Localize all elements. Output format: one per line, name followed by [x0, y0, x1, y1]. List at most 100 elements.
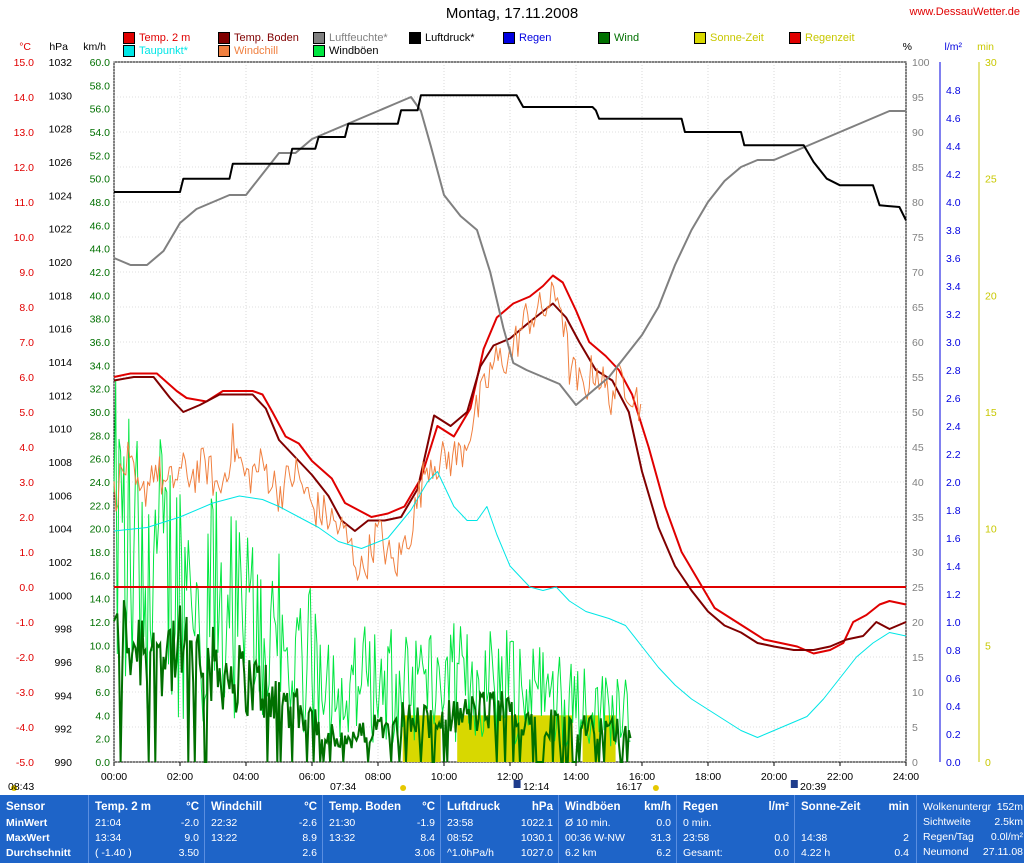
stats-tboden-max-time: 13:32 — [329, 832, 356, 844]
y-tick-hpa: 1022 — [49, 224, 73, 236]
axis-unit-min: min — [977, 41, 994, 53]
sun-marker — [11, 785, 17, 791]
series-luftdruck- — [114, 94, 907, 221]
stats-regen-unit: l/m² — [768, 801, 789, 813]
stats-tboden-avg: 3.06 — [414, 847, 435, 859]
series-wind — [113, 600, 632, 763]
y-tick-pct: 25 — [912, 582, 924, 594]
stats-regen-time: 23:58 — [683, 832, 710, 844]
y-tick-temp: -5.0 — [16, 757, 34, 769]
y-tick-kmh: 46.0 — [90, 220, 111, 232]
stats-windchill: Windchill °C 22:32 -2.6 13:22 8.9 2.6 — [204, 795, 323, 863]
y-tick-hpa: 996 — [54, 657, 72, 669]
y-tick-rain: 4.6 — [946, 113, 961, 125]
y-tick-kmh: 50.0 — [90, 174, 111, 186]
y-tick-kmh: 38.0 — [90, 314, 111, 326]
series-temp-boden — [113, 302, 907, 651]
legend-item: Luftdruck* — [409, 32, 475, 44]
x-tick-label: 14:00 — [563, 771, 589, 783]
series-taupunkt- — [113, 471, 907, 738]
x-tick-label: 04:00 — [233, 771, 259, 783]
stats-luftdruck-head: Luftdruck — [447, 801, 501, 813]
y-tick-pct: 35 — [912, 512, 924, 524]
y-tick-hpa: 1002 — [49, 557, 73, 569]
series-windchill — [113, 281, 642, 581]
y-tick-kmh: 40.0 — [90, 290, 111, 302]
stats-windchill-min: -2.6 — [298, 817, 317, 829]
y-tick-hpa: 1014 — [49, 357, 73, 369]
y-tick-pct: 30 — [912, 547, 924, 559]
y-tick-pct: 85 — [912, 162, 924, 174]
stats-sonne-time: 14:38 — [801, 832, 828, 844]
legend-item: Temp. 2 m — [123, 32, 190, 44]
y-tick-kmh: 28.0 — [90, 430, 111, 442]
stats-windchill-max-time: 13:22 — [211, 832, 238, 844]
site-link[interactable]: www.DessauWetter.de — [909, 6, 1020, 18]
y-tick-pct: 60 — [912, 337, 924, 349]
y-tick-rain: 1.2 — [946, 589, 961, 601]
stats-cloudbase-label: Wolkenuntergr — [923, 801, 992, 813]
y-tick-temp: 1.0 — [19, 547, 34, 559]
stats-avg-label: Durchschnitt — [6, 847, 71, 859]
x-tick-label: 16:00 — [629, 771, 655, 783]
legend-label: Temp. Boden — [234, 32, 299, 44]
legend-swatch — [123, 45, 135, 57]
stats-windboeen-max-time: 00:36 W-NW — [565, 832, 625, 844]
stats-sensor-head: Sensor — [6, 801, 45, 813]
y-tick-kmh: 58.0 — [90, 80, 111, 92]
y-tick-hpa: 992 — [54, 724, 72, 736]
y-tick-min: 10 — [985, 524, 997, 536]
chart-title: Montag, 17.11.2008 — [445, 5, 579, 22]
y-tick-temp: 7.0 — [19, 337, 34, 349]
axis-unit-rain: l/m² — [945, 41, 963, 53]
stats-tboden-min-time: 21:30 — [329, 817, 356, 829]
legend-item: Windchill — [218, 45, 278, 57]
legend-item: Sonne-Zeit — [694, 32, 764, 44]
stats-luftdruck-unit: hPa — [531, 801, 553, 813]
stats-regen-minutes: 0 min. — [683, 817, 712, 829]
y-tick-pct: 75 — [912, 232, 924, 244]
y-tick-hpa: 1000 — [49, 590, 73, 602]
y-tick-kmh: 52.0 — [90, 150, 111, 162]
y-tick-temp: -4.0 — [16, 722, 34, 734]
y-tick-hpa: 1010 — [49, 424, 73, 436]
sunset-label: 16:17 — [616, 781, 643, 793]
y-tick-rain: 4.4 — [946, 141, 961, 153]
stats-windboeen-avg: 6.2 — [656, 847, 671, 859]
weather-chart: 00:00 02:00 04:00 06:00 08:00 10:00 12:00 14:00… — [11, 41, 997, 791]
stats-newmoon: 27.11.08 — [982, 846, 1023, 858]
y-tick-kmh: 42.0 — [90, 267, 111, 279]
x-tick-label: 08:00 — [365, 771, 391, 783]
legend-swatch — [218, 32, 230, 44]
y-tick-pct: 55 — [912, 372, 924, 384]
y-tick-pct: 15 — [912, 652, 924, 664]
y-tick-rain: 3.8 — [946, 225, 961, 237]
stats-windboeen-unit: km/h — [644, 801, 671, 813]
stats-windchill-max: 8.9 — [302, 832, 317, 844]
stats-visibility: 2.5km — [994, 816, 1023, 828]
legend-label: Temp. 2 m — [139, 32, 191, 44]
stats-regen-max: 0.0 — [774, 832, 789, 844]
y-tick-hpa: 1006 — [49, 490, 73, 502]
y-tick-rain: 0.4 — [946, 701, 961, 713]
y-tick-min: 0 — [985, 757, 991, 769]
y-tick-temp: 13.0 — [14, 127, 35, 139]
legend-swatch — [598, 32, 610, 44]
y-tick-kmh: 24.0 — [90, 477, 111, 489]
sun-marker — [400, 785, 407, 791]
legend-label: Luftdruck* — [425, 32, 475, 44]
y-tick-kmh: 0.0 — [95, 757, 110, 769]
y-tick-temp: 12.0 — [14, 162, 35, 174]
y-tick-kmh: 16.0 — [90, 570, 111, 582]
stats-newmoon-label: Neumond — [923, 846, 969, 858]
stats-windboeen-10min-label: Ø 10 min. — [565, 817, 611, 829]
legend-item: Wind — [598, 32, 639, 44]
y-tick-hpa: 1032 — [49, 57, 73, 69]
x-tick-label: 22:00 — [827, 771, 853, 783]
stats-temp2m-max-time: 13:34 — [95, 832, 122, 844]
legend-item: Regenzeit — [789, 32, 855, 44]
y-tick-rain: 0.0 — [946, 757, 961, 769]
legend-item: Luftfeuchte* — [313, 32, 388, 44]
y-tick-rain: 3.2 — [946, 309, 961, 321]
y-tick-temp: 10.0 — [14, 232, 35, 244]
